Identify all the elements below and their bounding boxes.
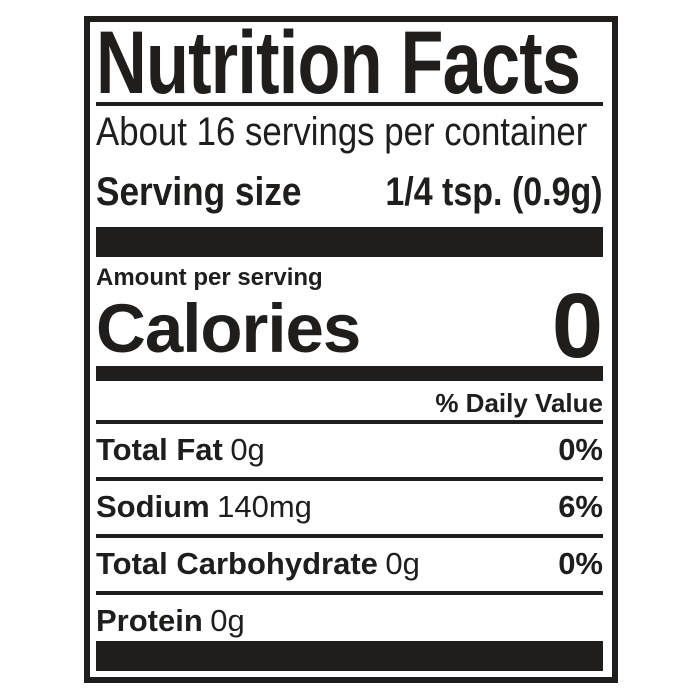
nutrient-daily-value: 6%	[558, 489, 603, 524]
nutrient-amount: 0g	[210, 603, 245, 638]
nutrient-name-amount: Protein 0g	[96, 602, 245, 640]
nutrient-row-total-fat: Total Fat 0g 0%	[96, 424, 603, 481]
nutrient-name-amount: Total Fat 0g	[96, 431, 265, 469]
serving-size-label: Serving size	[96, 170, 302, 214]
nutrient-name-amount: Sodium 140mg	[96, 488, 312, 526]
nutrient-daily-value: 0%	[558, 546, 603, 581]
servings-per-container-row: About 16 servings per container	[96, 106, 603, 167]
calories-row: Calories 0	[96, 275, 603, 377]
serving-size-row: Serving size 1/4 tsp. (0.9g)	[96, 167, 603, 217]
calories-label: Calories	[96, 290, 361, 367]
nutrient-row-protein: Protein 0g	[96, 595, 603, 640]
thick-divider-bar-bottom	[96, 641, 603, 671]
nutrient-amount: 0g	[385, 546, 420, 581]
label-title: Nutrition Facts	[96, 12, 581, 112]
nutrient-row-total-carbohydrate: Total Carbohydrate 0g 0%	[96, 538, 603, 595]
nutrient-name-amount: Total Carbohydrate 0g	[96, 545, 420, 583]
nutrient-name: Total Carbohydrate	[96, 546, 378, 581]
nutrient-name: Sodium	[96, 489, 210, 524]
nutrient-row-sodium: Sodium 140mg 6%	[96, 481, 603, 538]
daily-value-header: % Daily Value	[435, 388, 603, 418]
amount-per-serving-label: Amount per serving	[96, 264, 323, 291]
medium-divider-bar	[96, 366, 603, 381]
nutrient-daily-value: 0%	[558, 432, 603, 467]
nutrient-amount: 140mg	[217, 489, 312, 524]
nutrient-amount: 0g	[230, 432, 265, 467]
title-divider	[96, 102, 603, 106]
label-title-row: Nutrition Facts	[96, 12, 603, 112]
calories-value: 0	[551, 275, 603, 377]
nutrient-name: Total Fat	[96, 432, 223, 467]
serving-size-value: 1/4 tsp. (0.9g)	[385, 170, 603, 214]
servings-per-container-text: About 16 servings per container	[96, 110, 588, 154]
thick-divider-bar-top	[96, 227, 603, 257]
nutrient-rows: Total Fat 0g 0% Sodium 140mg 6% Total Carb…	[96, 420, 603, 640]
nutrition-facts-label: Nutrition Facts About 16 servings per co…	[84, 16, 618, 683]
nutrient-name: Protein	[96, 603, 203, 638]
